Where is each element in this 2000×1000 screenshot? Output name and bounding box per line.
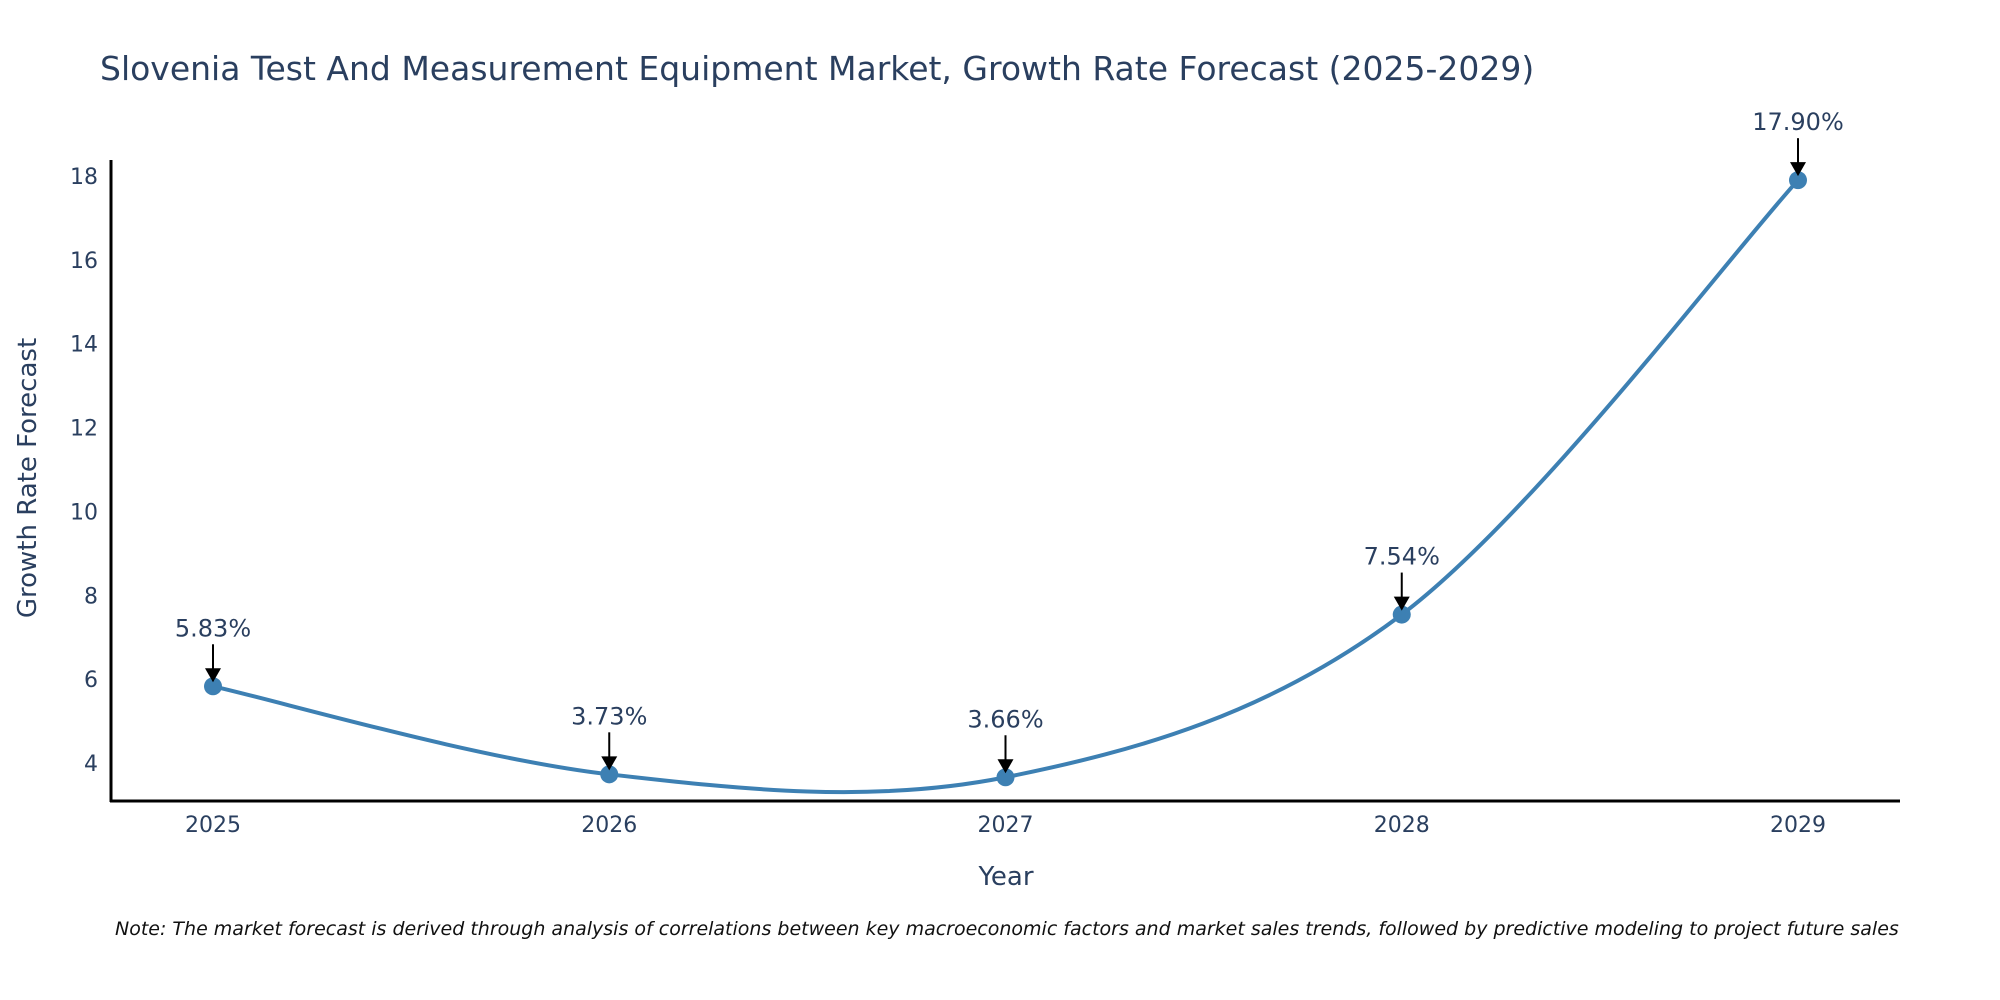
data-point xyxy=(600,765,619,784)
footnote: Note: The market forecast is derived thr… xyxy=(115,918,1899,940)
y-tick-label: 18 xyxy=(70,165,98,190)
x-tick-label: 2027 xyxy=(978,813,1034,838)
data-label: 3.73% xyxy=(571,702,647,730)
data-label: 17.90% xyxy=(1752,108,1844,136)
data-point xyxy=(996,768,1015,787)
data-label: 5.83% xyxy=(175,614,251,642)
data-label: 7.54% xyxy=(1364,543,1440,571)
y-axis-title: Growth Rate Forecast xyxy=(13,338,43,618)
x-tick-label: 2029 xyxy=(1770,813,1826,838)
data-point xyxy=(204,677,222,696)
chart-title: Slovenia Test And Measurement Equipment … xyxy=(100,49,1534,88)
y-tick-label: 4 xyxy=(84,752,98,777)
y-tick-label: 14 xyxy=(70,333,98,358)
x-tick-label: 2025 xyxy=(185,813,241,838)
x-axis-title: Year xyxy=(977,862,1033,892)
data-label: 3.66% xyxy=(967,705,1043,733)
y-tick-label: 12 xyxy=(70,417,98,442)
series-line xyxy=(212,178,1800,795)
arrow-head-icon xyxy=(205,668,221,683)
arrow-head-icon xyxy=(997,759,1014,774)
data-point xyxy=(1392,605,1411,624)
arrow-head-icon xyxy=(1393,596,1410,611)
y-tick-label: 8 xyxy=(84,584,98,609)
y-tick-label: 16 xyxy=(70,249,98,274)
y-tick-label: 10 xyxy=(70,500,98,525)
y-tick-label: 6 xyxy=(84,668,98,693)
data-point xyxy=(1789,171,1807,190)
x-tick-label: 2028 xyxy=(1374,813,1430,838)
arrow-head-icon xyxy=(1790,162,1806,177)
arrow-head-icon xyxy=(601,756,618,771)
x-tick-label: 2026 xyxy=(581,813,637,838)
